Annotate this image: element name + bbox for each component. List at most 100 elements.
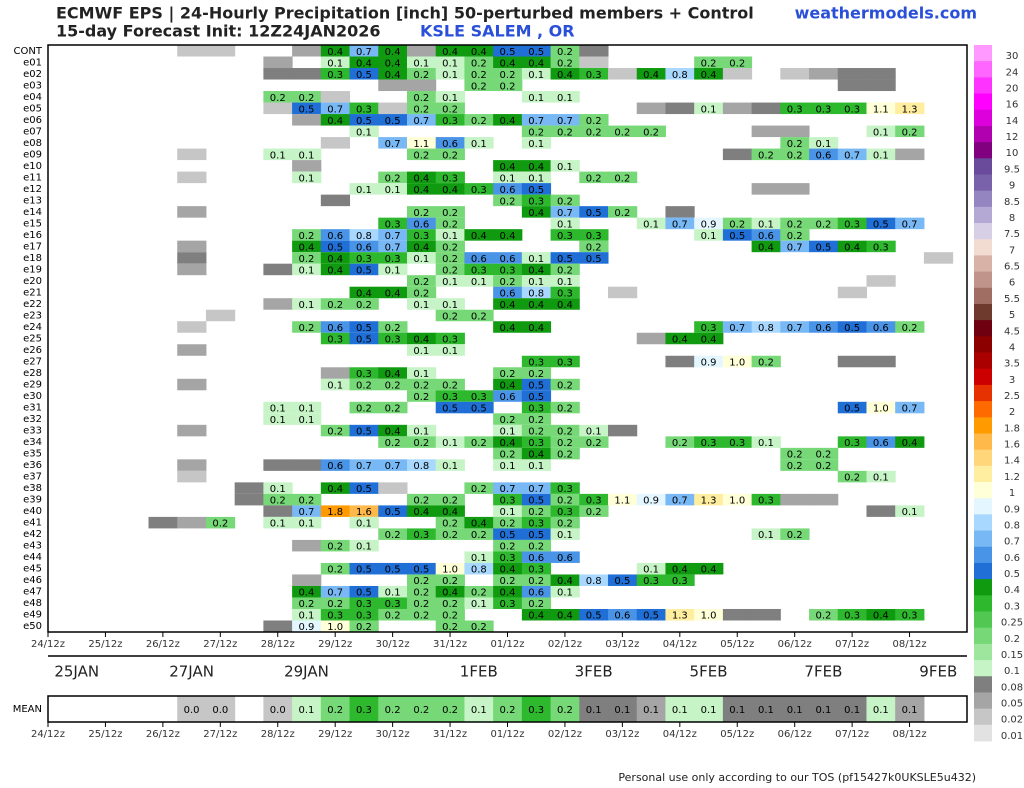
cell: [493, 424, 523, 437]
cell: [177, 171, 207, 184]
cell-label: 0.4: [500, 438, 516, 449]
cell-label: 0.4: [327, 254, 343, 265]
cell: [866, 696, 896, 722]
cell-label: 0.8: [758, 323, 774, 334]
cell: [521, 263, 552, 276]
cell: [493, 696, 523, 722]
cell: [263, 459, 293, 471]
cell: [320, 562, 351, 575]
cell-label: 0.2: [413, 277, 429, 288]
cell-label: 0.2: [586, 127, 602, 138]
row-label: e03: [23, 80, 42, 91]
cell-label: 0.4: [442, 507, 458, 518]
cell: [378, 263, 408, 276]
cell-label: 0.1: [643, 565, 659, 576]
cell-label: 0.5: [356, 70, 372, 81]
cell-label: 0.3: [327, 335, 343, 346]
cell: [263, 482, 293, 494]
colorbar-swatch: [974, 352, 992, 370]
cell-label: 0.1: [528, 461, 544, 472]
cell: [521, 171, 552, 184]
cell-label: 0.1: [758, 530, 774, 541]
cell: [493, 263, 523, 276]
cell: [780, 148, 810, 161]
cell: [665, 206, 695, 218]
row-label: e42: [23, 529, 42, 540]
cell: [464, 56, 494, 69]
cell-label: 0.1: [442, 461, 458, 472]
cell: [378, 332, 408, 345]
cell-label: 0.3: [356, 254, 372, 265]
cell-label: 0.4: [327, 47, 343, 58]
cell: [320, 240, 351, 253]
cell-label: 0.2: [815, 219, 831, 230]
cell: [464, 114, 494, 126]
cell-label: 0.1: [327, 381, 343, 392]
x-tick-label: 31/12z: [433, 639, 467, 650]
cell: [435, 263, 465, 276]
cell: [493, 447, 523, 460]
cell: [722, 148, 753, 161]
cell: [521, 137, 552, 149]
cell: [320, 608, 351, 621]
cell: [349, 125, 379, 138]
cell: [493, 183, 523, 195]
cell-label: 0.3: [442, 116, 458, 127]
cell-label: 0.1: [442, 231, 458, 242]
colorbar-label: 0.6: [1004, 553, 1020, 564]
x-tick-label: 01/12z: [490, 639, 524, 650]
cell: [665, 574, 695, 586]
colorbar-label: 8.5: [1004, 197, 1020, 208]
colorbar-label: 0.2: [1004, 634, 1020, 645]
cell: [521, 390, 552, 402]
cell-label: 0.4: [500, 58, 516, 69]
cell-label: 0.1: [557, 93, 573, 104]
cell-label: 0.4: [442, 47, 458, 58]
cell: [550, 125, 580, 138]
cell: [435, 217, 465, 230]
cell: [493, 275, 523, 287]
date-label: 3FEB: [575, 663, 613, 681]
colorbar-label: 7.5: [1004, 229, 1020, 240]
cell-label: 0.1: [299, 705, 315, 716]
cell: [292, 45, 322, 57]
cell: [435, 240, 465, 253]
cell: [292, 252, 322, 264]
cell-label: 0.2: [815, 450, 831, 461]
cell: [608, 608, 638, 621]
cell-label: 0.6: [500, 288, 516, 299]
cell: [493, 528, 523, 540]
cell: [464, 275, 494, 287]
cell: [378, 424, 408, 437]
cell-label: 0.2: [471, 530, 487, 541]
cell-label: 0.4: [557, 611, 573, 622]
colorbar-swatch: [974, 271, 992, 289]
cell: [378, 459, 408, 471]
cell-label: 0.5: [356, 335, 372, 346]
cell: [177, 459, 207, 471]
cell: [320, 137, 351, 149]
cell-label: 0.4: [327, 116, 343, 127]
cell: [349, 401, 379, 414]
colorbar-label: 0.01: [1001, 731, 1023, 742]
cell-label: 0.5: [442, 404, 458, 415]
cell-label: 0.5: [500, 47, 516, 58]
chart-subtitle: 15-day Forecast Init: 12Z24JAN2026: [56, 22, 381, 41]
cell: [493, 436, 523, 448]
cell: [780, 137, 810, 149]
cell: [694, 229, 724, 241]
cell: [493, 160, 523, 172]
row-label: e34: [23, 437, 42, 448]
cell: [435, 390, 465, 402]
cell-label: 0.3: [471, 185, 487, 196]
cell: [837, 148, 867, 161]
cell: [521, 436, 552, 448]
cell: [320, 91, 351, 103]
cell-label: 0.4: [557, 70, 573, 81]
cell-label: 0.5: [528, 185, 544, 196]
cell-label: 0.2: [557, 404, 573, 415]
colorbar-label: 5: [1009, 310, 1015, 321]
cell: [722, 436, 753, 448]
cell: [435, 229, 465, 241]
colorbar-label: 1.8: [1004, 423, 1020, 434]
